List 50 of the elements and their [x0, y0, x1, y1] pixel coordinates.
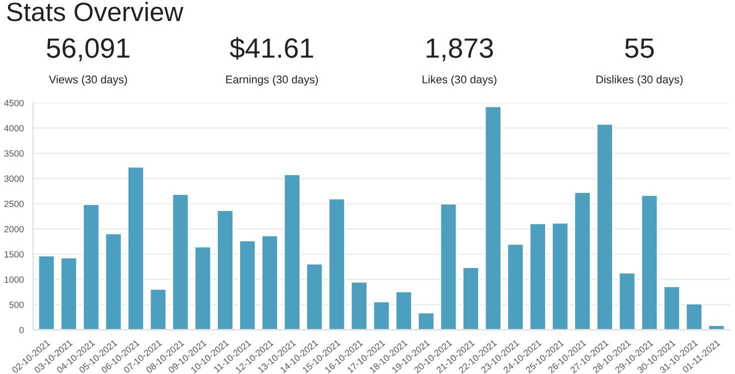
text: 56,091 [46, 38, 130, 62]
y-tick-label: 0 [19, 326, 24, 334]
chart-title: Stats Overview [7, 2, 184, 22]
text: Earnings (30 days) [226, 75, 318, 86]
bar [350, 281, 368, 330]
bar [640, 194, 658, 330]
y-tick-label: 500 [9, 302, 24, 308]
bar [395, 290, 413, 330]
bar [306, 263, 324, 330]
y-tick-label: 2000 [4, 226, 24, 232]
text: 1,873 [426, 38, 493, 62]
bar [372, 300, 390, 330]
bar [283, 174, 301, 330]
y-tick-label: 4500 [4, 100, 24, 106]
bar [172, 193, 190, 330]
bar [529, 222, 547, 330]
bar [194, 246, 212, 330]
bar [417, 312, 435, 330]
text: $41.61 [230, 37, 314, 60]
y-tick-label: 3500 [4, 150, 24, 157]
bar [104, 232, 122, 330]
bar [708, 324, 726, 330]
bar [462, 266, 480, 330]
bar [328, 198, 346, 330]
y-tick-label: 1000 [4, 276, 24, 283]
text: 55 [625, 38, 654, 58]
y-tick-label: 4000 [4, 125, 24, 132]
text: Likes (30 days) [422, 75, 496, 86]
text: Views (30 days) [48, 75, 127, 86]
bar [149, 288, 167, 330]
bar [596, 123, 614, 330]
bar [574, 191, 592, 330]
bar [60, 257, 78, 330]
bar [663, 286, 681, 330]
text: Dislikes (30 days) [596, 75, 683, 86]
bar [216, 210, 234, 330]
bar [238, 240, 256, 330]
y-tick-label: 1500 [4, 251, 24, 258]
bar [82, 204, 100, 330]
bar [38, 255, 56, 330]
y-tick-label: 3000 [4, 175, 24, 182]
bar [261, 234, 279, 330]
bar [127, 166, 145, 330]
bar [506, 243, 524, 330]
bar [440, 203, 458, 330]
bar [685, 302, 703, 330]
bar [618, 272, 636, 330]
y-tick-label: 2500 [4, 200, 24, 208]
bar [551, 222, 569, 330]
bar [484, 106, 502, 330]
